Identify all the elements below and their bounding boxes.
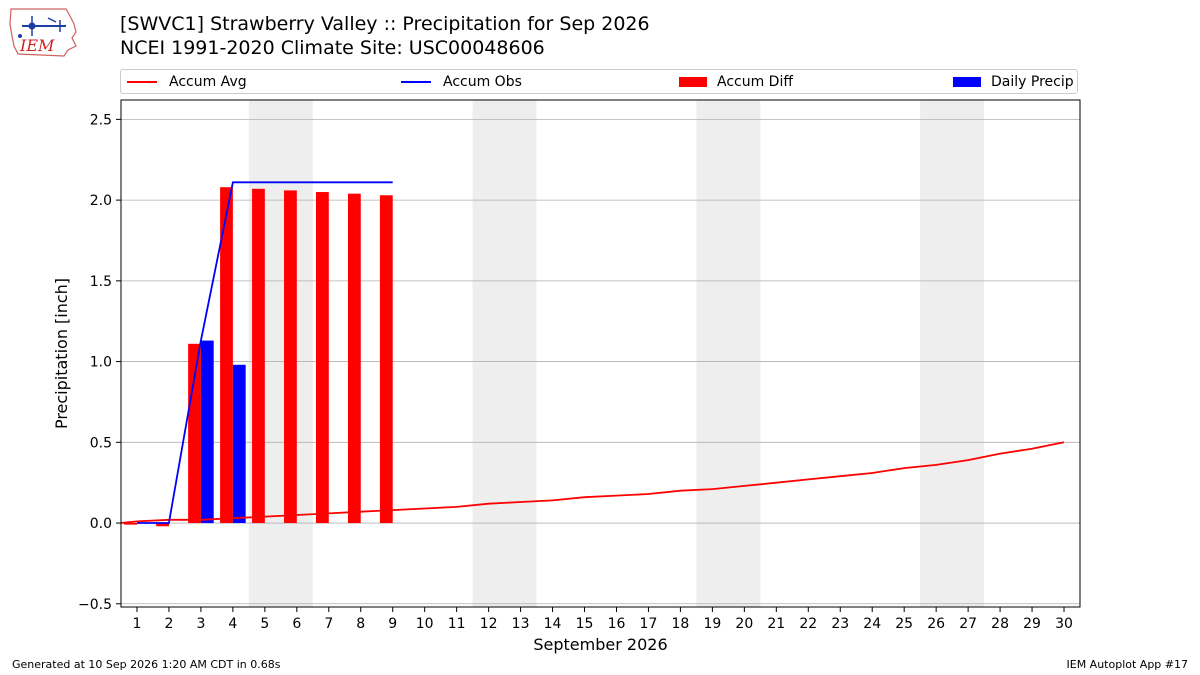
- accum-diff-bar-7: [315, 192, 329, 524]
- chart-title: [SWVC1] Strawberry Valley :: Precipitati…: [120, 12, 650, 60]
- x-tick-label-1: 1: [133, 616, 142, 632]
- x-tick-label-25: 25: [895, 616, 913, 632]
- x-tick-label-2: 2: [164, 616, 173, 632]
- x-tick-label-29: 29: [1023, 616, 1041, 632]
- x-tick-label-8: 8: [356, 616, 365, 632]
- y-tick-label-1: 0.0: [90, 516, 112, 532]
- y-tick-label-5: 2.0: [90, 193, 112, 209]
- x-tick-label-5: 5: [260, 616, 269, 632]
- legend-item-daily-precip: Daily Precip: [953, 73, 1074, 91]
- x-tick-label-3: 3: [196, 616, 205, 632]
- x-tick-label-21: 21: [767, 616, 785, 632]
- weekend-band-2: [696, 100, 761, 607]
- y-tick-label-2: 0.5: [90, 435, 112, 451]
- daily-precip-bar-3: [200, 340, 214, 524]
- legend-item-accum-avg: Accum Avg: [127, 73, 247, 91]
- x-tick-label-19: 19: [703, 616, 721, 632]
- x-tick-label-30: 30: [1055, 616, 1073, 632]
- plot-frame: [120, 99, 1081, 608]
- generated-footer: Generated at 10 Sep 2026 1:20 AM CDT in …: [12, 658, 281, 671]
- legend-item-accum-diff: Accum Diff: [679, 73, 793, 91]
- x-tick-label-16: 16: [608, 616, 626, 632]
- iem-logo: IEM: [8, 6, 80, 58]
- x-tick-label-12: 12: [480, 616, 498, 632]
- weekend-band-3: [920, 100, 985, 607]
- y-tick-label-4: 1.5: [90, 274, 112, 290]
- x-tick-label-28: 28: [991, 616, 1009, 632]
- x-axis-label: September 2026: [533, 635, 667, 654]
- x-tick-label-14: 14: [544, 616, 562, 632]
- accum-avg-line: [120, 441, 1065, 524]
- x-tick-label-6: 6: [292, 616, 301, 632]
- accum-diff-bar-3: [188, 343, 201, 524]
- x-tick-label-10: 10: [416, 616, 434, 632]
- accum-diff-bar-4: [220, 187, 233, 524]
- x-tick-label-18: 18: [672, 616, 690, 632]
- legend-swatch-accum-avg: [127, 81, 157, 83]
- accum-obs-line: [137, 181, 393, 524]
- accum-diff-bar-5: [252, 188, 265, 524]
- x-tick-label-15: 15: [576, 616, 594, 632]
- x-tick-label-17: 17: [640, 616, 658, 632]
- y-tick-label-0: −0.5: [78, 597, 112, 613]
- x-tick-label-26: 26: [927, 616, 945, 632]
- x-tick-label-24: 24: [863, 616, 881, 632]
- accum-diff-bar-6: [284, 190, 297, 524]
- x-tick-label-27: 27: [959, 616, 977, 632]
- iem-logo-icon: IEM: [9, 8, 77, 57]
- x-tick-label-11: 11: [448, 616, 466, 632]
- svg-text:IEM: IEM: [19, 36, 55, 55]
- legend-label-accum-avg: Accum Avg: [169, 74, 247, 90]
- accum-diff-bar-8: [347, 193, 361, 524]
- accum-diff-bar-1: [124, 523, 137, 525]
- legend-label-accum-diff: Accum Diff: [717, 74, 794, 90]
- legend-label-daily-precip: Daily Precip: [991, 74, 1074, 90]
- title-line-2: NCEI 1991-2020 Climate Site: USC00048606: [120, 37, 545, 59]
- x-tick-label-7: 7: [324, 616, 333, 632]
- title-line-1: [SWVC1] Strawberry Valley :: Precipitati…: [120, 13, 650, 35]
- accum-diff-bar-2: [156, 523, 169, 527]
- legend-swatch-daily-precip: [953, 77, 981, 87]
- legend-swatch-accum-diff: [679, 77, 707, 87]
- legend-label-accum-obs: Accum Obs: [443, 74, 522, 90]
- x-tick-label-9: 9: [388, 616, 397, 632]
- weekend-band-1: [472, 100, 537, 607]
- daily-precip-bar-4: [232, 364, 246, 524]
- x-tick-label-23: 23: [831, 616, 849, 632]
- x-tick-label-13: 13: [512, 616, 530, 632]
- x-tick-label-22: 22: [799, 616, 817, 632]
- chart-legend: Accum Avg Accum Obs Accum Diff Daily Pre…: [120, 69, 1078, 94]
- app-footer: IEM Autoplot App #17: [1066, 658, 1189, 671]
- legend-item-accum-obs: Accum Obs: [401, 73, 522, 91]
- y-tick-label-3: 1.0: [90, 355, 112, 371]
- legend-swatch-accum-obs: [401, 81, 431, 83]
- accum-diff-bar-9: [379, 195, 393, 524]
- x-tick-label-4: 4: [228, 616, 237, 632]
- x-tick-label-20: 20: [735, 616, 753, 632]
- y-tick-label-6: 2.5: [90, 112, 112, 128]
- y-axis-label: Precipitation [inch]: [52, 278, 71, 429]
